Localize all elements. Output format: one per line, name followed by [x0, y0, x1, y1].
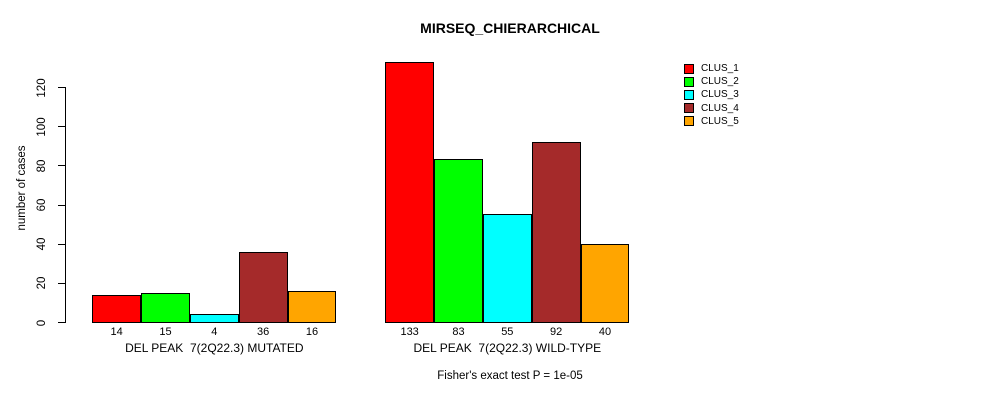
- group-label-2: DEL PEAK 7(2Q22.3) WILD-TYPE: [413, 341, 602, 355]
- bar-value-label: 16: [305, 326, 319, 338]
- legend-label: CLUS_4: [701, 102, 739, 114]
- bar-group2-clus_2: [434, 159, 483, 323]
- bar-value-label: 40: [598, 326, 612, 338]
- bar-group2-clus_4: [531, 141, 581, 323]
- bar-group1-clus_2: [141, 292, 190, 323]
- y-axis-tick-40: [58, 243, 65, 245]
- legend-entry-clus_2: CLUS_2: [684, 75, 739, 88]
- bar-value-label: 92: [550, 326, 563, 338]
- legend-label: CLUS_2: [701, 76, 739, 88]
- legend-entry-clus_4: CLUS_4: [684, 102, 739, 115]
- bar-group1-clus_4: [238, 251, 288, 323]
- legend-entry-clus_1: CLUS_1: [684, 62, 739, 75]
- bar-value-label: 83: [452, 326, 465, 338]
- fisher-test-annotation: Fisher's exact test P = 1e-05: [437, 370, 583, 382]
- legend-label: CLUS_1: [701, 63, 739, 75]
- y-axis-tick-label: 100: [36, 117, 48, 137]
- bar-group2-clus_1: [385, 61, 435, 323]
- legend-label: CLUS_5: [701, 115, 739, 127]
- bar-group1-clus_1: [92, 294, 142, 323]
- bar-value-label: 55: [501, 326, 514, 338]
- bar-group1-clus_5: [287, 290, 337, 323]
- bar-value-label: 133: [400, 326, 419, 338]
- y-axis-tick-60: [58, 204, 65, 206]
- y-axis-line: [65, 87, 66, 323]
- y-axis-tick-label: 0: [36, 319, 48, 326]
- chart-title: MIRSEQ_CHIERARCHICAL: [420, 20, 600, 36]
- y-axis-tick-20: [58, 282, 65, 284]
- legend-entry-clus_5: CLUS_5: [684, 115, 739, 128]
- bar-value-label: 15: [159, 326, 172, 338]
- bar-value-label: 4: [211, 326, 218, 338]
- legend-swatch-clus_2: [684, 76, 694, 87]
- bar-value-label: 36: [257, 326, 270, 338]
- y-axis-tick-label: 80: [36, 159, 48, 173]
- bar-group2-clus_5: [580, 243, 630, 323]
- bar-value-label: 14: [110, 326, 123, 338]
- legend-swatch-clus_5: [684, 116, 694, 127]
- bar-group1-clus_3: [189, 314, 239, 323]
- y-axis-tick-120: [58, 87, 65, 88]
- y-axis-tick-80: [58, 165, 65, 167]
- y-axis-tick-0: [58, 322, 65, 323]
- legend-entry-clus_3: CLUS_3: [684, 88, 739, 101]
- legend-swatch-clus_3: [684, 89, 694, 100]
- legend: CLUS_1 CLUS_2 CLUS_3 CLUS_4 CLUS_5: [684, 62, 739, 128]
- y-axis-title: number of cases: [16, 145, 28, 231]
- y-axis-tick-label: 20: [36, 276, 48, 290]
- bar-group2-clus_3: [482, 214, 532, 323]
- legend-label: CLUS_3: [701, 89, 739, 101]
- legend-swatch-clus_4: [684, 103, 694, 114]
- y-axis-tick-100: [58, 126, 65, 128]
- y-axis-tick-label: 40: [36, 237, 48, 251]
- y-axis-tick-label: 120: [36, 77, 48, 98]
- y-axis-tick-label: 60: [36, 198, 48, 212]
- group-label-1: DEL PEAK 7(2Q22.3) MUTATED: [125, 341, 304, 355]
- legend-swatch-clus_1: [684, 63, 694, 74]
